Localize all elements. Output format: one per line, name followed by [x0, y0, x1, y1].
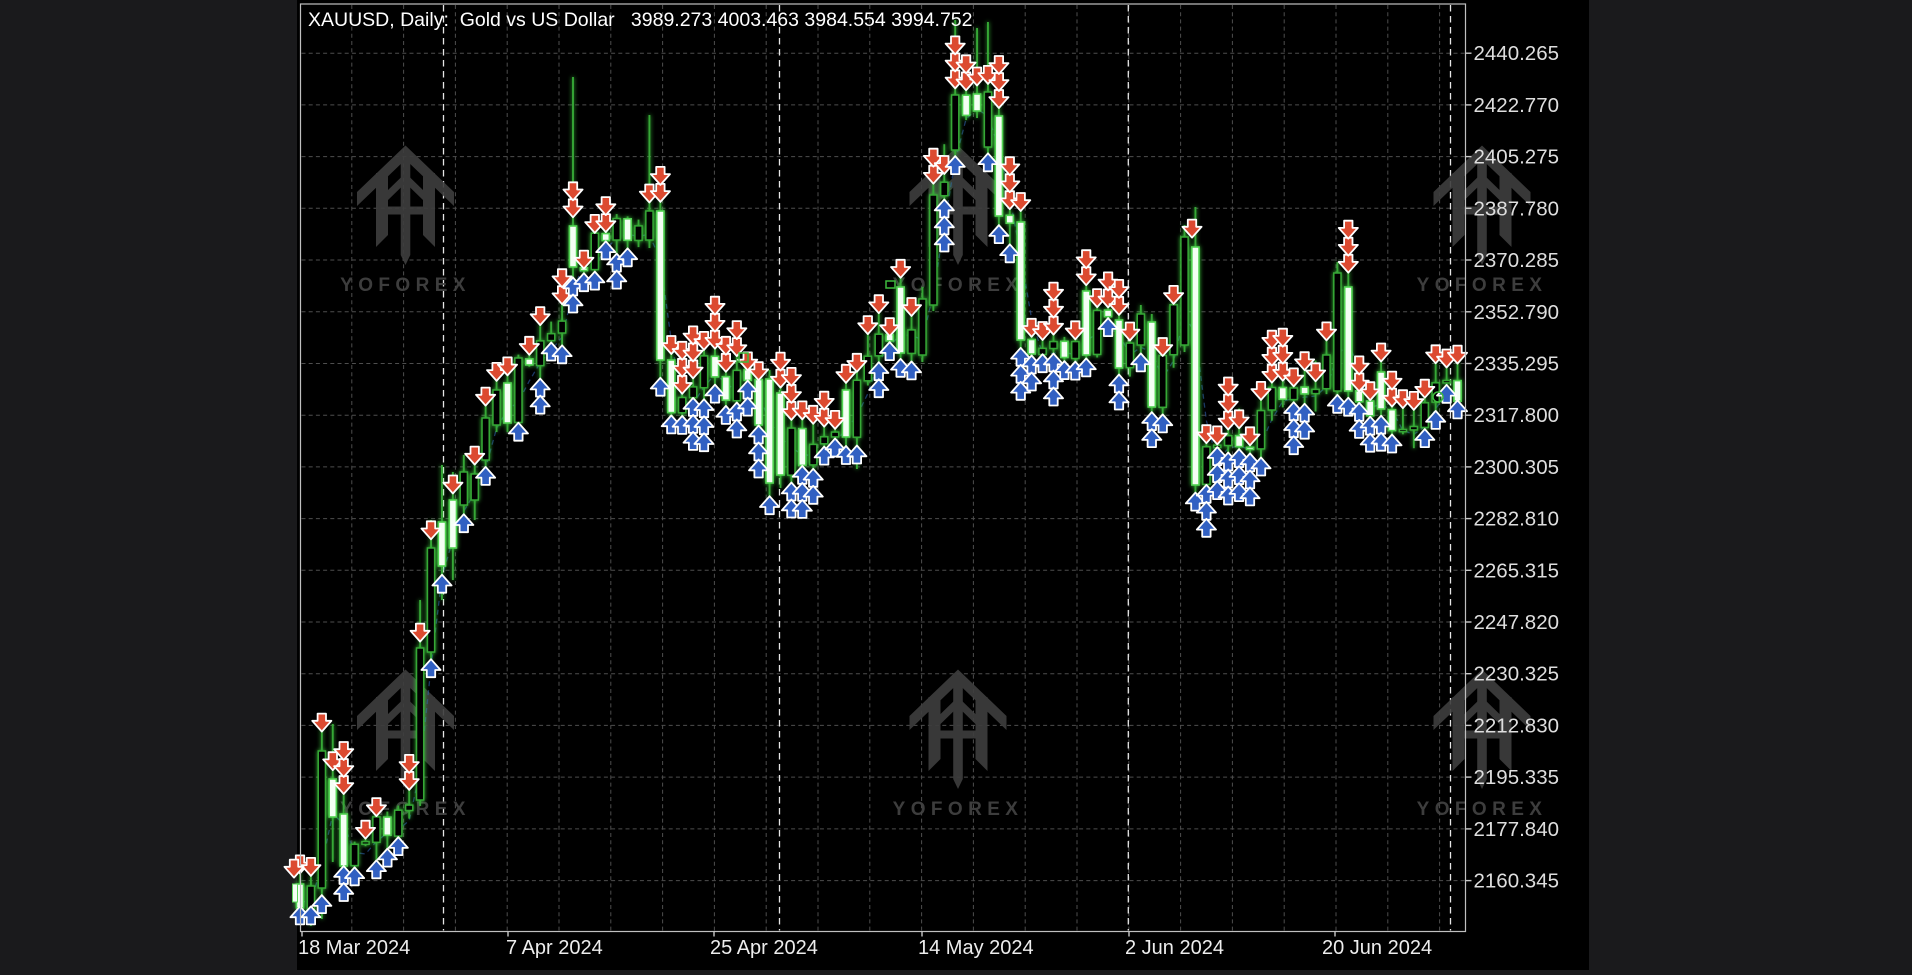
- svg-text:7 Apr 2024: 7 Apr 2024: [506, 937, 603, 959]
- svg-text:2317.800: 2317.800: [1474, 404, 1560, 427]
- svg-text:YOFOREX: YOFOREX: [893, 275, 1024, 296]
- svg-text:2335.295: 2335.295: [1474, 353, 1560, 376]
- svg-text:2177.840: 2177.840: [1474, 818, 1560, 841]
- svg-text:YOFOREX: YOFOREX: [893, 799, 1024, 820]
- svg-text:18 Mar 2024: 18 Mar 2024: [298, 937, 410, 959]
- svg-text:2230.325: 2230.325: [1474, 663, 1560, 686]
- svg-text:2300.305: 2300.305: [1474, 456, 1560, 479]
- svg-text:2370.285: 2370.285: [1474, 249, 1560, 272]
- svg-text:2282.810: 2282.810: [1474, 508, 1560, 531]
- svg-text:2247.820: 2247.820: [1474, 611, 1560, 634]
- svg-text:2387.780: 2387.780: [1474, 197, 1560, 220]
- svg-text:2 Jun 2024: 2 Jun 2024: [1125, 937, 1224, 959]
- svg-text:2405.275: 2405.275: [1474, 146, 1560, 169]
- svg-text:20 Jun 2024: 20 Jun 2024: [1322, 937, 1432, 959]
- svg-text:XAUUSD, Daily: Gold vs US Dol: XAUUSD, Daily: Gold vs US Dollar 3989.27…: [308, 9, 973, 31]
- svg-text:2352.790: 2352.790: [1474, 301, 1560, 324]
- svg-text:2195.335: 2195.335: [1474, 766, 1560, 789]
- svg-text:YOFOREX: YOFOREX: [340, 275, 471, 296]
- svg-text:14 May 2024: 14 May 2024: [918, 937, 1034, 959]
- svg-text:25 Apr 2024: 25 Apr 2024: [710, 937, 818, 959]
- svg-text:YOFOREX: YOFOREX: [1417, 799, 1548, 820]
- svg-text:2160.345: 2160.345: [1474, 870, 1560, 893]
- svg-text:2440.265: 2440.265: [1474, 42, 1560, 65]
- svg-text:2422.770: 2422.770: [1474, 94, 1560, 117]
- svg-text:YOFOREX: YOFOREX: [1417, 275, 1548, 296]
- svg-text:2212.830: 2212.830: [1474, 714, 1560, 737]
- svg-text:2265.315: 2265.315: [1474, 559, 1560, 582]
